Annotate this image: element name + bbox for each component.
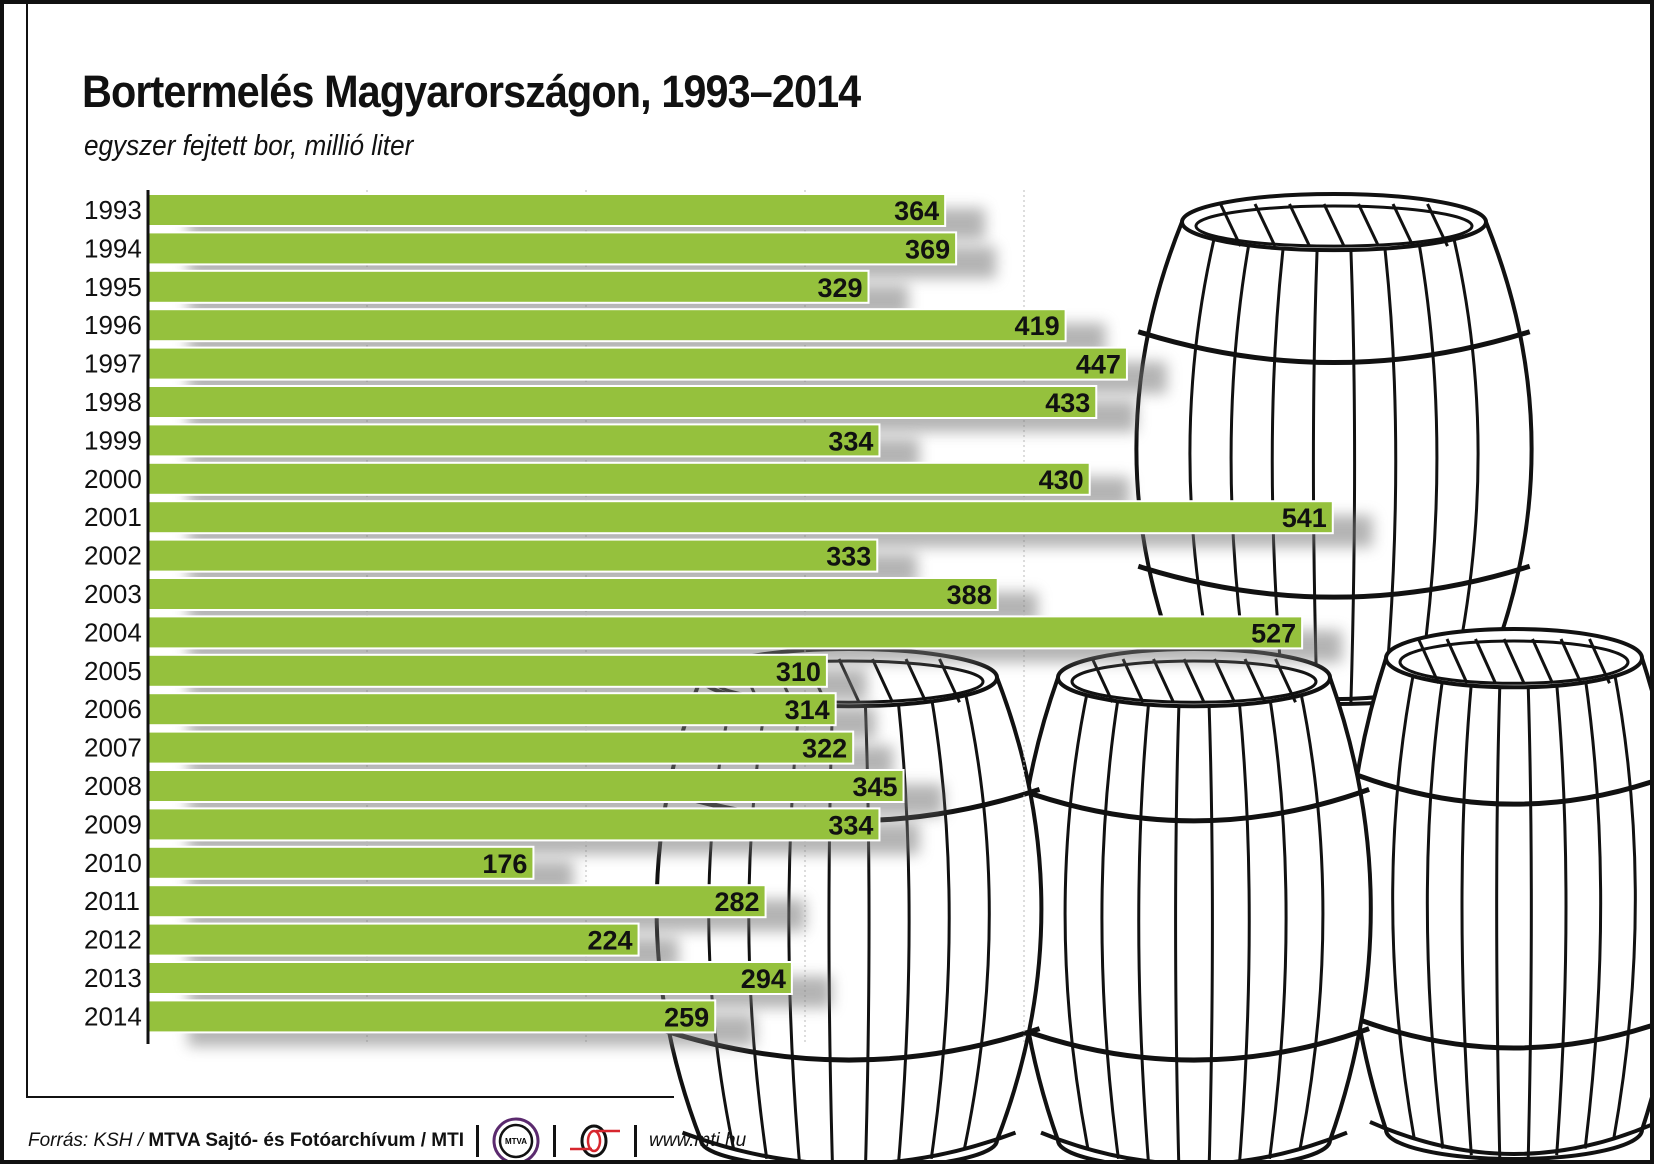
bar-2005 [147, 653, 828, 688]
bar-2004 [147, 615, 1304, 650]
value-label: 369 [905, 234, 950, 264]
category-label: 2006 [84, 694, 142, 724]
category-label: 2004 [84, 617, 142, 647]
value-label: 322 [802, 734, 847, 764]
category-label: 1999 [84, 425, 142, 455]
bar-1994 [147, 231, 958, 266]
value-label: 329 [817, 273, 862, 303]
value-label: 224 [587, 926, 632, 956]
category-label: 1995 [84, 272, 142, 302]
mti-logo [570, 1124, 620, 1158]
chart-title: Bortermelés Magyarországon, 1993–2014 [82, 66, 861, 117]
chart-subtitle: egyszer fejtett bor, millió liter [84, 130, 414, 162]
bar-1998 [147, 385, 1098, 419]
category-label: 2010 [84, 848, 142, 878]
value-label: 345 [852, 772, 897, 802]
bar-1993 [147, 193, 947, 227]
category-label: 2005 [84, 656, 142, 686]
value-label: 259 [664, 1002, 709, 1032]
value-label: 364 [894, 196, 939, 226]
category-label: 2000 [84, 464, 142, 494]
bar-1995 [147, 269, 870, 304]
category-label: 1998 [84, 387, 142, 417]
separator [634, 1125, 637, 1157]
separator [553, 1125, 556, 1157]
value-label: 419 [1015, 311, 1060, 341]
bar-2001 [147, 500, 1334, 535]
barrel [1015, 647, 1373, 1160]
bar-chart: 1993 364 1994 369 1995 329 1996 419 1997 447 1998 4… [84, 190, 1373, 1047]
category-label: 1997 [84, 349, 142, 379]
bar-2002 [147, 538, 879, 573]
bar-2008 [147, 769, 905, 803]
value-label: 333 [826, 542, 871, 572]
value-label: 282 [715, 887, 760, 917]
category-label: 2003 [84, 579, 142, 609]
category-label: 2014 [84, 1001, 142, 1031]
bar-1996 [147, 308, 1067, 343]
category-label: 1994 [84, 233, 142, 263]
category-label: 2008 [84, 771, 142, 801]
svg-text:MTVA: MTVA [505, 1137, 527, 1146]
mtva-logo: MTVA [492, 1117, 540, 1160]
value-label: 433 [1045, 388, 1090, 418]
category-label: 2001 [84, 502, 142, 532]
value-label: 334 [828, 810, 873, 840]
bar-2003 [147, 577, 999, 611]
bar-2011 [147, 884, 767, 919]
bar-2012 [147, 922, 640, 957]
category-label: 2007 [84, 733, 142, 763]
bar-1997 [147, 346, 1128, 381]
value-label: 310 [776, 657, 821, 687]
source-credit: MTVA Sajtó- és Fotóarchívum / MTI [148, 1130, 464, 1151]
footer: Forrás: KSH / MTVA Sajtó- és Fotóarchívu… [28, 1116, 747, 1160]
website-link[interactable]: www.mti.hu [649, 1130, 747, 1151]
category-label: 2002 [84, 541, 142, 571]
value-label: 294 [741, 964, 786, 994]
barrel [1134, 192, 1534, 706]
bar-2009 [147, 807, 881, 842]
separator [476, 1125, 479, 1157]
category-label: 2012 [84, 925, 142, 955]
value-label: 430 [1039, 465, 1084, 495]
value-label: 527 [1251, 618, 1296, 648]
value-label: 447 [1076, 350, 1121, 380]
frame-left-rule [26, 4, 28, 1098]
category-label: 1993 [84, 195, 142, 225]
value-label: 541 [1282, 503, 1327, 533]
barrel [1345, 627, 1650, 1160]
category-label: 2009 [84, 809, 142, 839]
bar-2014 [147, 999, 717, 1034]
value-label: 314 [785, 695, 830, 725]
bar-2007 [147, 730, 855, 765]
value-label: 176 [482, 849, 527, 879]
bar-2010 [147, 845, 535, 880]
category-label: 1996 [84, 310, 142, 340]
frame-bottom-rule [26, 1096, 674, 1098]
bar-1999 [147, 423, 881, 458]
bar-2006 [147, 692, 837, 727]
bar-2013 [147, 961, 793, 995]
value-label: 388 [947, 580, 992, 610]
bar-2000 [147, 461, 1091, 496]
source-prefix: Forrás: KSH / [28, 1130, 144, 1151]
value-label: 334 [828, 426, 873, 456]
category-label: 2011 [84, 886, 140, 916]
category-label: 2013 [84, 963, 142, 993]
